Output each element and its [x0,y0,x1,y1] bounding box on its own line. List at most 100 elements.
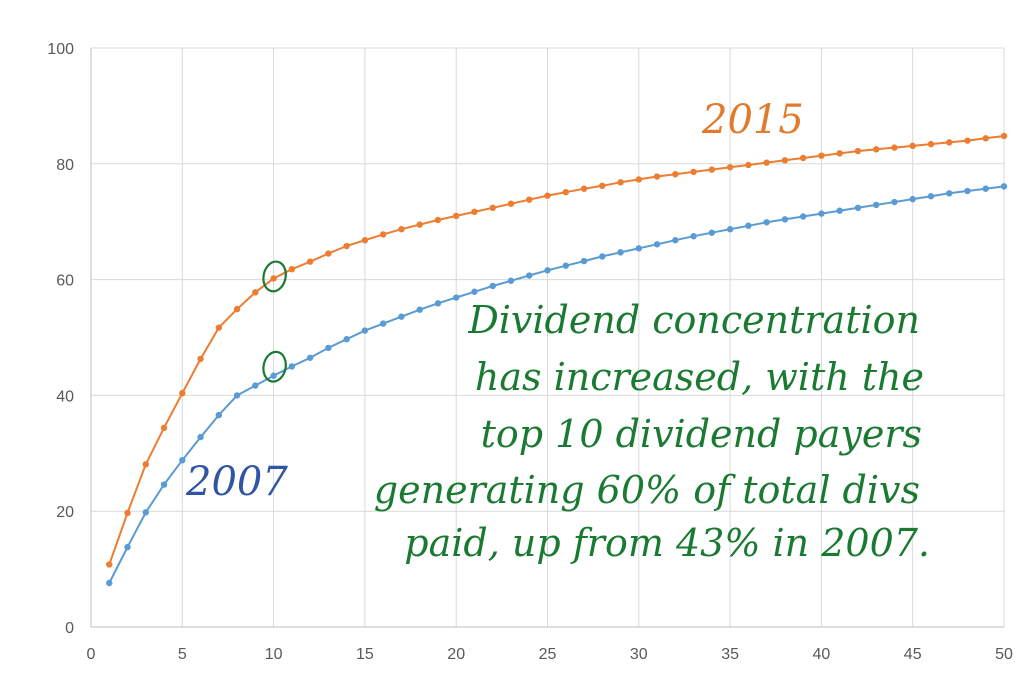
data-point [562,262,569,269]
x-tick-label: 50 [995,646,1013,663]
data-point [471,208,478,216]
axes: 0 20 40 60 80 100 0 5 10 15 20 25 30 35 40 45 50 [47,41,1013,663]
data-point [617,249,624,256]
data-point [343,336,350,343]
x-tick-label: 0 [87,646,96,663]
data-point [653,241,661,248]
data-point [562,188,569,196]
data-point [763,159,770,166]
data-point [617,179,624,186]
series-2015 [106,132,1008,568]
data-point [471,288,478,295]
x-tick-label: 35 [721,646,739,663]
data-point [343,242,350,250]
data-point [416,221,423,228]
annotation-note: Dividend concentration has increased, wi… [374,298,930,565]
note-line-4: generating 60% of total divs [374,468,920,512]
data-point [946,190,953,197]
data-point [909,195,916,203]
data-point [763,219,770,226]
y-tick-label: 100 [47,41,74,58]
x-tick-label: 45 [904,646,922,663]
data-point [708,229,716,236]
data-point [215,411,223,419]
data-point [398,226,405,233]
data-point [745,161,752,169]
data-point [507,200,515,207]
data-point [453,212,460,220]
data-point [635,176,642,183]
data-point [799,154,807,162]
data-point [799,213,807,220]
data-point [270,275,277,282]
x-tick-label: 5 [178,646,187,663]
data-point [726,164,734,171]
x-tick-label: 10 [265,646,283,663]
data-point [233,305,241,313]
data-point [179,389,186,397]
data-point [872,201,880,209]
data-point [781,157,789,164]
note-line-1: Dividend concentration [467,298,920,342]
data-point [854,147,862,155]
x-tick-label: 25 [539,646,557,663]
data-point [288,363,296,370]
y-tick-label: 60 [56,273,74,290]
data-point [197,355,204,363]
y-tick-label: 80 [56,157,74,174]
data-point [927,140,935,148]
data-point [416,306,423,313]
data-point [599,253,606,260]
y-tick-label: 0 [65,620,74,637]
data-point [306,258,314,265]
highlight-circle [262,350,287,383]
y-tick-label: 20 [56,504,74,521]
label-2007: 2007 [185,459,288,505]
data-point [964,137,971,144]
data-point [672,171,679,178]
data-point [361,237,369,244]
data-point [946,139,953,146]
data-point [653,173,661,180]
data-point [379,231,387,238]
data-point [270,372,277,379]
data-point [818,210,825,217]
data-point [489,282,496,290]
data-point [233,392,241,399]
note-line-2: has increased, with the [475,355,924,399]
data-point [325,250,332,257]
data-point [672,237,679,244]
data-point [179,457,186,464]
data-point [927,193,935,200]
highlight-circle [262,260,287,293]
data-point [854,204,862,212]
gridlines [91,47,1005,627]
data-point [160,481,168,488]
note-line-3: top 10 dividend payers [481,412,922,456]
data-point [1000,183,1008,190]
data-point [142,461,149,468]
data-point [526,196,533,203]
data-point [252,382,259,389]
data-point [891,198,898,206]
data-point [544,267,551,274]
data-point [252,289,259,296]
data-point [781,216,789,223]
data-point [453,294,460,301]
data-point [215,324,223,331]
data-point [124,509,131,517]
data-point [434,216,442,224]
x-tick-label: 30 [630,646,648,663]
data-point [1000,132,1008,140]
data-point [726,226,734,233]
data-point [288,265,296,273]
y-tick-label: 40 [56,388,74,405]
data-point [690,168,697,176]
data-point [964,187,971,195]
data-point [982,135,989,142]
data-point [398,313,405,320]
data-point [197,433,204,441]
